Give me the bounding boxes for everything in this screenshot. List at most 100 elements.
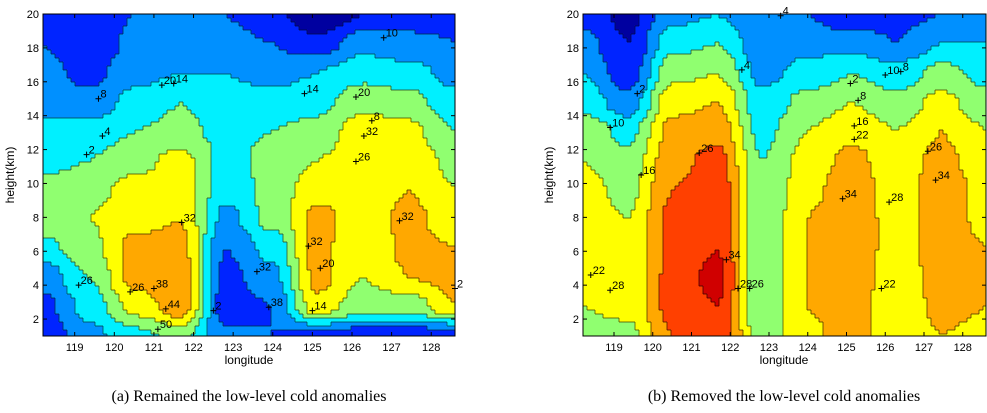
contour-label: 22 [851, 129, 869, 143]
contour-label-text: 22 [593, 265, 605, 277]
contour-label: 10 [607, 118, 624, 131]
contour-label-text: 50 [160, 319, 172, 331]
contour-label: 28 [886, 192, 903, 206]
x-tick-label: 121 [145, 342, 163, 354]
contour-label-marker [886, 199, 893, 206]
y-tick-label: 12 [567, 145, 579, 157]
x-tick-label: 128 [954, 342, 972, 354]
contour-label-marker [99, 133, 106, 140]
contour-label-text: 16 [856, 116, 868, 128]
contour-label-marker [452, 285, 458, 292]
contour-label-text: 2 [852, 73, 858, 85]
contour-label-marker [309, 307, 316, 314]
contour-label: 2 [634, 84, 645, 97]
x-tick-label: 126 [343, 342, 361, 354]
contour-label-text: 20 [322, 258, 334, 270]
contour-label-marker [360, 133, 367, 140]
contour-label-marker [352, 94, 359, 101]
y-tick-label: 20 [27, 9, 39, 21]
contour-label-marker [897, 68, 904, 75]
y-tick-label: 8 [573, 212, 579, 224]
contour-label: 32 [178, 212, 196, 226]
y-tick-label: 18 [567, 43, 579, 55]
contour-label-marker [851, 122, 858, 129]
contour-label-text: 20 [164, 75, 176, 87]
contour-label-marker [253, 268, 260, 275]
x-tick-label: 124 [264, 342, 282, 354]
contour-label: 2 [452, 279, 463, 292]
x-tick-label: 119 [66, 342, 84, 354]
y-tick-label: 14 [567, 111, 579, 123]
contour-label-marker [738, 66, 745, 73]
contour-label-text: 38 [156, 279, 168, 291]
plot-frame-a [42, 13, 456, 337]
contour-label-marker [162, 305, 169, 312]
contour-label-text: 34 [728, 250, 740, 262]
contour-label-marker [587, 271, 594, 278]
contour-label-marker [127, 288, 134, 295]
contour-label: 4 [777, 6, 789, 19]
contour-label-marker [154, 326, 161, 333]
contour-label-marker [210, 307, 217, 314]
contour-label-text: 16 [643, 165, 655, 177]
contour-label-text: 10 [612, 118, 624, 130]
contour-label: 2 [210, 301, 221, 314]
contour-label-marker [301, 90, 308, 97]
x-tick-label: 122 [184, 342, 202, 354]
y-tick-label: 10 [27, 178, 39, 190]
contour-label-text: 4 [783, 6, 789, 18]
y-tick-label: 16 [567, 77, 579, 89]
y-tick-label: 20 [567, 9, 579, 21]
contour-label-text: 32 [259, 262, 271, 274]
contour-label-marker [607, 124, 614, 131]
contour-label: 14 [301, 84, 319, 97]
contour-label-marker [368, 117, 375, 124]
caption-a: (a) Remained the low-level cold anomalie… [111, 388, 386, 405]
y-tick-label: 2 [573, 314, 579, 326]
contour-label-text: 26 [701, 143, 713, 155]
x-tick-label: 125 [303, 342, 321, 354]
contour-label: 20 [352, 87, 370, 101]
contour-label-marker [723, 256, 730, 263]
contour-label-marker [847, 80, 854, 87]
contour-label-text: 34 [938, 170, 950, 182]
x-tick-label: 123 [224, 342, 242, 354]
contour-label: 26 [127, 282, 144, 295]
contour-label-marker [851, 136, 858, 143]
contour-label-text: 4 [104, 126, 110, 138]
contour-label-text: 32 [402, 211, 414, 223]
contour-label-text: 32 [184, 212, 196, 224]
caption-b: (b) Removed the low-level cold anomalies [648, 388, 920, 405]
contour-label-marker [878, 285, 885, 292]
x-tick-label: 122 [721, 342, 739, 354]
contour-label-marker [777, 12, 784, 19]
y-tick-label: 14 [27, 111, 39, 123]
contour-label-marker [170, 80, 177, 87]
contour-label-marker [735, 285, 741, 292]
contour-label-marker [158, 82, 165, 89]
contour-label-marker [178, 219, 185, 226]
contour-label-text: 32 [366, 126, 378, 138]
x-tick-label: 127 [382, 342, 400, 354]
y-tick-label: 12 [27, 145, 39, 157]
contour-label-text: 10 [386, 28, 398, 40]
contour-label-marker [150, 285, 157, 292]
contour-label-text: 14 [176, 73, 188, 85]
contour-label-marker [75, 282, 82, 289]
contour-label-marker [95, 95, 102, 102]
contour-band-5 [583, 73, 986, 336]
contour-label: 26 [924, 141, 942, 155]
contour-label-marker [317, 265, 324, 272]
contour-label: 28 [607, 280, 624, 294]
x-tick-label: 124 [799, 342, 817, 354]
contour-label: 2 [83, 145, 95, 158]
contour-label-marker [855, 97, 862, 104]
x-tick-label: 123 [760, 342, 778, 354]
contour-label: 8 [897, 62, 909, 75]
y-tick-label: 4 [573, 280, 579, 292]
axis-ticks-a: 119 120 121 122 123 124 125 126 127 1282468101214… [27, 9, 455, 354]
contour-label: 10 [882, 65, 900, 79]
contour-label: 26 [75, 275, 93, 289]
contour-boundaries [43, 14, 455, 336]
